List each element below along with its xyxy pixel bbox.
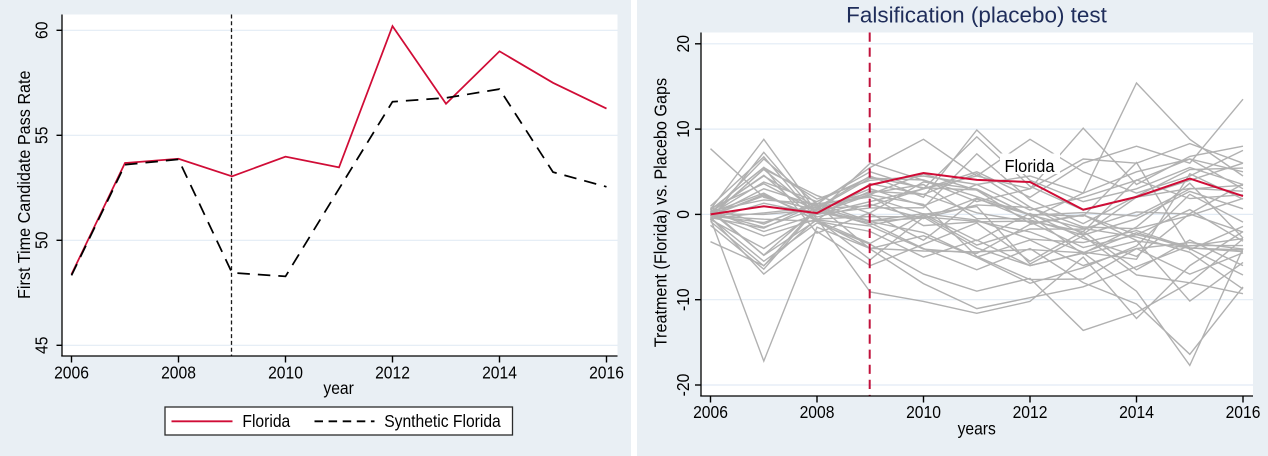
svg-text:2006: 2006 <box>693 402 728 422</box>
svg-text:2010: 2010 <box>906 402 941 422</box>
svg-text:First Time Candidate Pass Rate: First Time Candidate Pass Rate <box>14 70 34 299</box>
svg-text:Synthetic Florida: Synthetic Florida <box>384 411 501 431</box>
svg-text:20: 20 <box>673 35 693 52</box>
svg-text:45: 45 <box>32 337 52 354</box>
svg-text:2016: 2016 <box>1226 402 1261 422</box>
svg-text:2012: 2012 <box>1013 402 1048 422</box>
svg-text:2010: 2010 <box>268 362 303 382</box>
svg-text:50: 50 <box>32 232 52 249</box>
svg-text:Florida: Florida <box>1005 155 1055 176</box>
svg-text:60: 60 <box>32 22 52 39</box>
svg-text:2014: 2014 <box>482 362 517 382</box>
svg-text:year: year <box>323 378 354 398</box>
svg-text:2006: 2006 <box>54 362 89 382</box>
svg-text:55: 55 <box>32 127 52 144</box>
svg-text:2014: 2014 <box>1119 402 1154 422</box>
svg-text:years: years <box>958 418 996 438</box>
svg-text:Florida: Florida <box>242 411 290 431</box>
svg-text:2016: 2016 <box>589 362 624 382</box>
svg-text:0: 0 <box>673 210 693 219</box>
svg-text:Treatment (Florida) vs. Placeb: Treatment (Florida) vs. Placebo Gaps <box>651 78 671 347</box>
svg-text:-20: -20 <box>673 374 693 397</box>
svg-text:Falsification (placebo) test: Falsification (placebo) test <box>846 3 1107 28</box>
svg-text:2012: 2012 <box>375 362 410 382</box>
svg-text:-10: -10 <box>673 288 693 311</box>
svg-text:2008: 2008 <box>161 362 196 382</box>
svg-text:10: 10 <box>673 120 693 137</box>
svg-text:2008: 2008 <box>800 402 835 422</box>
